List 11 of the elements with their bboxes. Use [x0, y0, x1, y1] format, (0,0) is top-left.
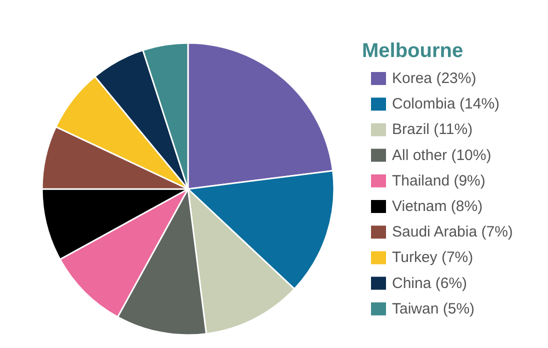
- legend-label: Saudi Arabia (7%): [392, 224, 513, 241]
- legend-label: Thailand (9%): [392, 172, 486, 190]
- legend-label: Korea (23%): [392, 70, 476, 87]
- legend-label: Taiwan (5%): [392, 300, 475, 318]
- legend-label: All other (10%): [392, 146, 492, 164]
- legend-title: Melbourne: [362, 40, 464, 62]
- legend-label: Colombia (14%): [392, 96, 500, 113]
- legend-label: Turkey (7%): [392, 249, 474, 266]
- legend-label: Brazil (11%): [392, 121, 473, 138]
- legend-label: Vietnam (8%): [392, 198, 483, 215]
- legend-label: China (6%): [392, 274, 468, 292]
